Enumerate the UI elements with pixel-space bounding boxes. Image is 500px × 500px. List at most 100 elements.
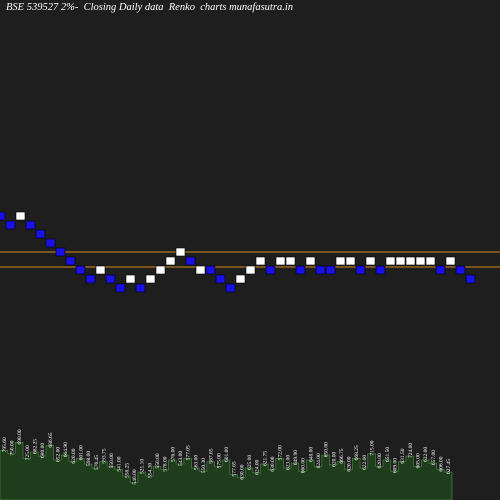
renko-brick-up <box>335 256 346 266</box>
volume-label: 648.00 <box>308 447 314 462</box>
volume-label: 541.00 <box>117 456 123 471</box>
volume-label: 715.00 <box>370 440 376 455</box>
renko-brick-down <box>265 265 276 275</box>
volume-label: 554.30 <box>147 463 153 478</box>
volume-label: 651.50 <box>385 447 391 462</box>
renko-brick-up <box>245 265 256 275</box>
chart-title: BSE 539527 2%- Closing Daily data Renko … <box>6 2 293 13</box>
renko-brick-down <box>455 265 466 275</box>
renko-brick-up <box>415 256 426 266</box>
volume-label: 664.90 <box>63 442 69 457</box>
renko-brick-up <box>125 274 136 284</box>
renko-brick-down <box>435 265 446 275</box>
volume-label: 605.00 <box>416 453 422 468</box>
renko-brick-up <box>305 256 316 266</box>
volume-label: 625.00 <box>247 455 253 470</box>
volume-label: 624.00 <box>316 453 322 468</box>
renko-brick-down <box>115 283 126 293</box>
volume-label: 609.00 <box>393 458 399 473</box>
renko-brick-up <box>235 274 246 284</box>
renko-brick-up <box>195 265 206 275</box>
volume-label: 666.75 <box>339 448 345 463</box>
renko-brick-down <box>465 274 476 284</box>
volume-label: 550.30 <box>201 458 207 473</box>
volume-label: 631.50 <box>400 448 406 463</box>
volume-label: 724.00 <box>408 443 414 458</box>
volume-label: 577.65 <box>232 461 238 476</box>
renko-brick-down <box>205 265 216 275</box>
renko-brick-up <box>145 274 156 284</box>
volume-label: 620.00 <box>331 451 337 466</box>
volume-label: 577.05 <box>186 445 192 460</box>
renko-brick-up <box>445 256 456 266</box>
renko-brick-up <box>395 256 406 266</box>
volume-label: 627.45 <box>446 459 452 474</box>
renko-brick-down <box>315 265 326 275</box>
volume-label: 795.60 <box>2 437 8 452</box>
renko-brick-down <box>25 220 36 230</box>
renko-brick-up <box>425 256 436 266</box>
volume-label: 630.00 <box>239 464 245 479</box>
volume-label: 652.00 <box>56 447 62 462</box>
renko-brick-down <box>65 256 76 266</box>
volume-label: 578.00 <box>163 456 169 471</box>
volume-label: 606.00 <box>439 456 445 471</box>
volume-label: 623.00 <box>285 455 291 470</box>
renko-brick-up <box>275 256 286 266</box>
volume-label: 650.00 <box>324 442 330 457</box>
volume-label: 550.00 <box>109 453 115 468</box>
volume-label: 682.25 <box>33 439 39 454</box>
volume-label: 620.00 <box>347 456 353 471</box>
volume-label: 593.75 <box>101 448 107 463</box>
renko-brick-down <box>375 265 386 275</box>
volume-label: 576.00 <box>170 447 176 462</box>
volume-label: 598.00 <box>86 451 92 466</box>
renko-brick-up <box>175 247 186 257</box>
volume-label: 601.00 <box>224 447 230 462</box>
volume-label: 680.00 <box>40 443 46 458</box>
renko-brick-up <box>165 256 176 266</box>
renko-brick-up <box>385 256 396 266</box>
renko-brick-down <box>185 256 196 266</box>
renko-brick-down <box>325 265 336 275</box>
renko-brick-up <box>155 265 166 275</box>
volume-label: 550.00 <box>155 453 161 468</box>
volume-label: 750.00 <box>10 440 16 455</box>
renko-brick-up <box>285 256 296 266</box>
renko-brick-down <box>225 283 236 293</box>
renko-brick-down <box>295 265 306 275</box>
volume-area <box>0 442 453 500</box>
renko-brick-down <box>35 229 46 239</box>
volume-label: 558.25 <box>124 463 130 478</box>
volume-label: 622.00 <box>362 455 368 470</box>
volume-label: 540.00 <box>132 469 138 484</box>
renko-brick-down <box>355 265 366 275</box>
renko-bricks <box>0 211 476 293</box>
renko-brick-down <box>5 220 16 230</box>
renko-brick-up <box>15 211 26 221</box>
renko-brick-down <box>55 247 66 257</box>
renko-brick-up <box>405 256 416 266</box>
volume-label: 575.00 <box>216 453 222 468</box>
volume-label: 563.00 <box>193 455 199 470</box>
renko-brick-up <box>95 265 106 275</box>
volume-label: 601.00 <box>78 445 84 460</box>
volume-label: 576.45 <box>94 455 100 470</box>
volume-label: 686.65 <box>48 432 54 447</box>
volume-area-shape <box>0 442 453 500</box>
renko-brick-down <box>215 274 226 284</box>
volume-label: 660.00 <box>301 458 307 473</box>
renko-brick-up <box>365 256 376 266</box>
volume-label: 632.00 <box>423 447 429 462</box>
renko-brick-down <box>105 274 116 284</box>
volume-label: 543.00 <box>178 451 184 466</box>
renko-brick-up <box>345 256 356 266</box>
volume-label: 620.00 <box>71 448 77 463</box>
renko-brick-down <box>0 211 6 221</box>
volume-label: 521.10 <box>140 459 146 474</box>
volume-label: 725.00 <box>25 445 31 460</box>
volume-label: 621.75 <box>262 451 268 466</box>
volume-label: 572.00 <box>278 445 284 460</box>
